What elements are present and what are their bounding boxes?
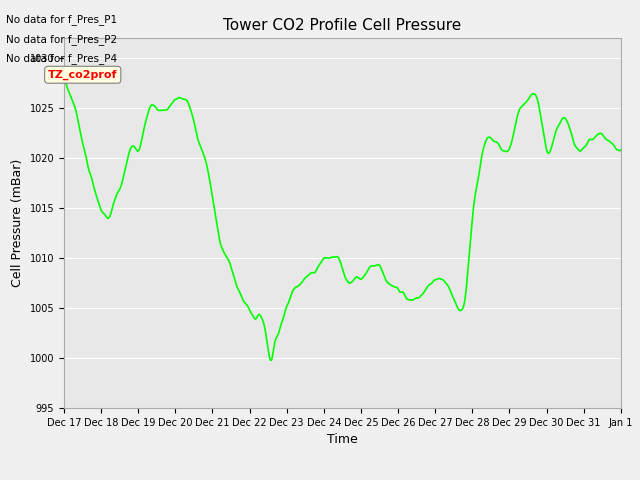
Legend:  xyxy=(337,473,348,480)
Text: No data for f_Pres_P2: No data for f_Pres_P2 xyxy=(6,34,118,45)
Text: No data for f_Pres_P4: No data for f_Pres_P4 xyxy=(6,53,118,64)
Title: Tower CO2 Profile Cell Pressure: Tower CO2 Profile Cell Pressure xyxy=(223,18,461,33)
Y-axis label: Cell Pressure (mBar): Cell Pressure (mBar) xyxy=(11,159,24,288)
Text: TZ_co2prof: TZ_co2prof xyxy=(48,70,118,80)
Text: No data for f_Pres_P1: No data for f_Pres_P1 xyxy=(6,14,118,25)
X-axis label: Time: Time xyxy=(327,433,358,446)
